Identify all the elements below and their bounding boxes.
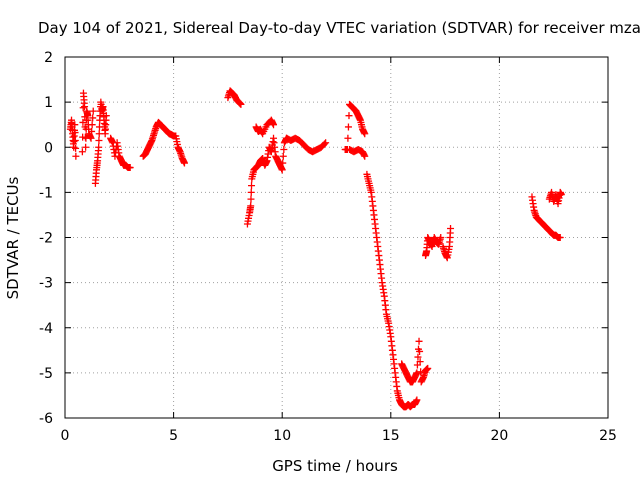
- axis-ticks: 0 5 10 15 20 25 -6 -5 -4 -3 -2 -1 0 1 2: [39, 50, 617, 444]
- data-point: [79, 118, 87, 126]
- data-point: [126, 164, 134, 172]
- data-point: [78, 148, 86, 156]
- data-point: [88, 127, 96, 135]
- data-point: [447, 224, 455, 232]
- data-point: [361, 130, 369, 138]
- data-point: [247, 202, 255, 210]
- x-tick-label: 20: [490, 428, 508, 444]
- data-point: [345, 112, 353, 120]
- x-tick-label: 10: [273, 428, 291, 444]
- data-point: [278, 166, 286, 174]
- x-tick-label: 5: [169, 428, 178, 444]
- chart-title: Day 104 of 2021, Sidereal Day-to-day VTE…: [38, 19, 640, 37]
- data-point: [279, 159, 287, 167]
- data-point: [72, 152, 80, 160]
- data-point: [270, 121, 278, 129]
- data-point: [437, 234, 445, 241]
- data-point: [344, 134, 352, 142]
- x-tick-label: 0: [61, 428, 70, 444]
- data-point: [88, 121, 96, 129]
- data-point: [556, 234, 564, 241]
- y-tick-label: 1: [44, 95, 53, 111]
- data-points: [66, 87, 565, 411]
- data-point: [237, 100, 245, 108]
- data-point: [414, 353, 422, 361]
- grid: [65, 57, 608, 418]
- y-tick-label: -6: [39, 411, 53, 427]
- y-tick-label: -1: [39, 185, 53, 201]
- data-point: [95, 136, 103, 144]
- data-point: [247, 188, 255, 196]
- data-point: [89, 107, 97, 115]
- y-tick-label: 0: [44, 140, 53, 156]
- y-tick-label: -4: [39, 321, 53, 337]
- x-tick-label: 15: [382, 428, 400, 444]
- data-point: [87, 134, 95, 142]
- y-tick-label: -2: [39, 231, 53, 247]
- data-point: [557, 191, 565, 199]
- data-point: [102, 112, 110, 120]
- data-point: [279, 152, 287, 160]
- data-point: [247, 195, 255, 203]
- data-point: [180, 159, 188, 167]
- data-point: [248, 182, 256, 190]
- data-point: [416, 347, 424, 355]
- y-tick-label: 2: [44, 50, 53, 66]
- data-point: [322, 139, 330, 147]
- data-point: [424, 364, 432, 372]
- data-point: [344, 123, 352, 131]
- data-point: [413, 396, 421, 404]
- data-point: [81, 103, 89, 111]
- data-point: [89, 114, 97, 122]
- data-point: [71, 121, 79, 129]
- data-point: [416, 358, 424, 366]
- data-point: [321, 140, 329, 148]
- data-point: [71, 129, 79, 137]
- data-point: [72, 144, 80, 152]
- y-tick-label: -5: [39, 366, 53, 382]
- data-point: [71, 136, 79, 144]
- y-tick-label: -3: [39, 276, 53, 292]
- data-point: [95, 130, 103, 138]
- x-tick-label: 25: [599, 428, 617, 444]
- data-point: [280, 146, 288, 154]
- x-axis-label: GPS time / hours: [272, 457, 398, 475]
- data-point: [79, 104, 87, 112]
- data-point: [82, 143, 90, 151]
- data-point: [413, 369, 421, 377]
- plot-frame: [64, 56, 609, 419]
- data-point: [361, 152, 369, 160]
- data-point: [415, 337, 423, 345]
- y-axis-label: SDTVAR / TECUs: [4, 176, 22, 299]
- data-point: [95, 143, 103, 151]
